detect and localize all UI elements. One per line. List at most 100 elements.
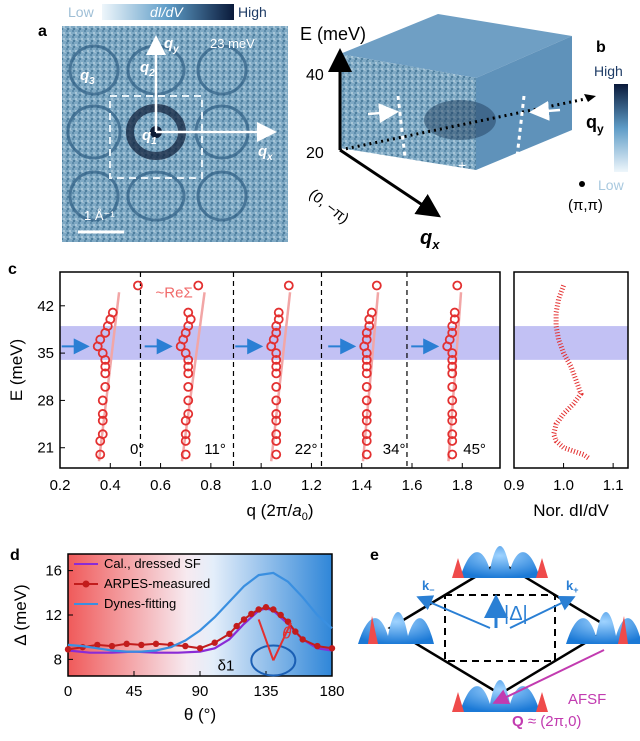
data-point xyxy=(211,639,218,646)
data-point xyxy=(447,436,458,446)
peak-top xyxy=(452,546,548,578)
origin-label: (0,0) xyxy=(438,179,469,196)
angle-label: 45° xyxy=(463,441,486,458)
x-tick-label: 1.0 xyxy=(251,477,272,494)
data-point xyxy=(271,354,282,365)
zero-minus-pi-label: (0, −π) xyxy=(306,186,353,228)
x-tick-label: 1.4 xyxy=(351,477,372,494)
panel-a-map: qy 23 meV q2 q3 q1 qx 1 Å⁻¹ xyxy=(62,26,288,242)
data-point xyxy=(255,606,262,613)
angle-label: 11° xyxy=(204,441,226,458)
data-point xyxy=(123,640,130,648)
data-point xyxy=(361,327,372,338)
legend-label: Dynes-fitting xyxy=(104,596,176,611)
arrow-left-b xyxy=(367,103,399,124)
theta-line xyxy=(272,622,292,661)
qy-label-b: qy xyxy=(586,112,604,136)
peak-right xyxy=(566,612,640,644)
data-point xyxy=(226,630,233,638)
spectrum-curve xyxy=(551,284,590,460)
data-point xyxy=(180,415,191,426)
data-point xyxy=(361,395,372,406)
data-point xyxy=(314,642,321,650)
k-minus-label: k− xyxy=(422,578,435,595)
qy-dotted-axis xyxy=(339,96,591,152)
data-point xyxy=(361,436,372,446)
y-tick-label: 21 xyxy=(37,440,54,457)
data-point xyxy=(361,409,372,419)
data-point xyxy=(271,368,282,379)
linear-fit-line xyxy=(269,292,292,462)
x-tick-label: 180 xyxy=(319,683,344,700)
angle-label: 34° xyxy=(383,441,406,458)
data-point xyxy=(361,348,372,359)
data-point xyxy=(271,321,282,331)
delta-label: |Δ| xyxy=(504,603,528,625)
data-point xyxy=(100,354,111,365)
data-point xyxy=(100,327,111,338)
plot-background xyxy=(68,554,332,676)
data-point xyxy=(447,381,458,392)
data-point xyxy=(180,429,191,440)
resigma-annotation: ~ReΣ xyxy=(156,285,193,302)
colorbar-high-label: High xyxy=(238,4,267,20)
data-point xyxy=(92,341,103,352)
plot-frame xyxy=(59,271,501,469)
data-point xyxy=(108,642,116,650)
data-point xyxy=(447,348,458,359)
x-axis-label: q (2π/a0) xyxy=(246,501,313,523)
qpi-ring xyxy=(126,170,186,222)
data-point xyxy=(271,436,282,446)
data-point xyxy=(299,636,306,643)
data-point xyxy=(100,368,111,379)
dash-right xyxy=(514,95,526,167)
y-tick-label: 28 xyxy=(37,392,54,409)
colorbar-a xyxy=(102,4,234,20)
qy-arrowhead xyxy=(584,94,596,102)
panel-d-chart: 0 45 90 135 180 8 12 16 θ (°) Δ (meV) Cal., dresse… xyxy=(11,553,345,724)
cube-front-face xyxy=(340,54,476,170)
angle-label: 0° xyxy=(130,441,144,458)
legend-label: ARPES-measured xyxy=(104,576,210,591)
x-tick-label: 90 xyxy=(192,683,209,700)
delta1-label: δ1 xyxy=(218,657,235,674)
colorbar-b-high: High xyxy=(594,63,623,79)
afsf-label: AFSF xyxy=(568,691,606,708)
cube-top-face xyxy=(340,14,572,78)
e-axis-title: E (meV) xyxy=(300,24,366,44)
colorbar-low-label: Low xyxy=(68,4,95,20)
k-plus-label: k+ xyxy=(566,578,579,595)
panel-label-c: c xyxy=(8,261,17,278)
inset-fermi-surface xyxy=(250,644,297,677)
data-point xyxy=(361,415,372,426)
data-point xyxy=(97,415,108,426)
inner-dashed-square xyxy=(444,594,556,662)
pi-pi-dot xyxy=(579,181,585,187)
qpi-ring xyxy=(196,170,248,222)
data-point xyxy=(182,642,189,650)
data-point xyxy=(277,611,284,619)
data-point xyxy=(133,280,143,291)
data-point xyxy=(361,449,372,460)
x-tick-label: 0.9 xyxy=(504,477,525,494)
panel-label-b: b xyxy=(596,39,606,56)
data-point xyxy=(271,429,282,440)
data-point xyxy=(271,449,282,460)
data-point xyxy=(180,449,191,460)
energy-band xyxy=(514,326,628,360)
panel-e-diagram: |Δ| k− k+ AFSF Q ≈ (2π,0) xyxy=(358,546,640,730)
data-point xyxy=(449,307,460,318)
e-tick-20: 20 xyxy=(306,145,324,162)
data-point xyxy=(183,395,194,406)
arrow-right-b xyxy=(529,100,561,121)
data-point xyxy=(97,409,108,419)
data-point xyxy=(361,354,372,365)
data-point xyxy=(94,641,101,649)
q-vector-label: Q ≈ (2π,0) xyxy=(512,713,581,730)
data-point xyxy=(271,361,282,372)
data-point xyxy=(193,280,204,291)
panel-c-right-chart: 0.9 1.0 1.1 Nor. dI/dV xyxy=(504,271,629,520)
qy-label: qy xyxy=(164,35,179,55)
x-tick-label: 1.0 xyxy=(553,477,574,494)
x-tick-label: 0.4 xyxy=(100,477,121,494)
